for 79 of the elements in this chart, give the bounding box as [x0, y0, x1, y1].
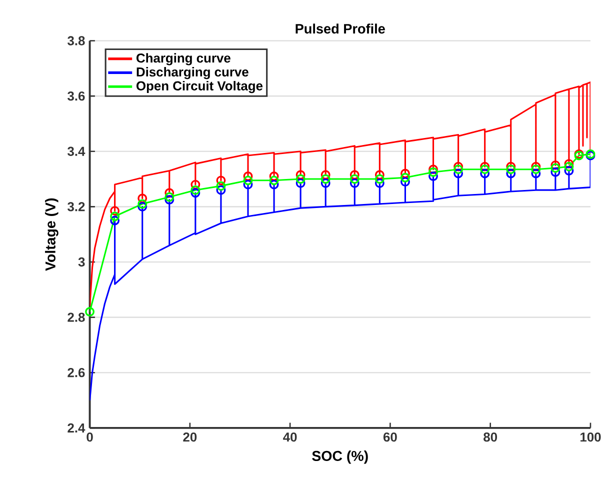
point — [216, 185, 226, 195]
point — [138, 202, 148, 212]
point — [531, 162, 541, 172]
legend-label: Open Circuit Voltage — [136, 80, 263, 93]
y-tick-label: 3.8 — [68, 36, 85, 46]
point — [110, 206, 120, 216]
point — [243, 176, 253, 186]
point — [428, 171, 438, 181]
point — [110, 212, 120, 222]
point — [454, 164, 464, 174]
point — [400, 168, 410, 178]
y-tick-label: 2.4 — [68, 423, 86, 432]
x-tick-label: 60 — [383, 432, 397, 442]
y-tick-label: 3 — [78, 257, 85, 266]
point — [374, 170, 384, 180]
line-series — [90, 81, 590, 307]
point — [550, 160, 560, 170]
point — [564, 159, 574, 168]
x-axis-title: SOC (%) — [312, 450, 368, 464]
point — [350, 174, 360, 184]
point — [374, 178, 384, 188]
point — [216, 176, 226, 186]
point — [428, 164, 438, 174]
point — [269, 180, 279, 190]
y-tick-label: 2.6 — [68, 368, 85, 378]
point — [506, 164, 516, 174]
point — [564, 166, 574, 176]
point — [506, 162, 516, 172]
point — [564, 162, 574, 172]
y-axis-title: Voltage (V) — [45, 198, 58, 271]
x-tick-label: 40 — [283, 432, 297, 442]
y-tick-label: 3.4 — [68, 146, 86, 156]
point — [138, 199, 148, 209]
point — [269, 171, 279, 181]
point — [480, 168, 490, 178]
point — [400, 176, 410, 186]
point — [296, 170, 306, 180]
point — [164, 194, 174, 204]
point — [350, 170, 360, 180]
chart-title: Pulsed Profile — [296, 24, 385, 34]
point — [164, 192, 174, 202]
point — [320, 170, 330, 180]
point — [320, 178, 330, 188]
point — [506, 168, 516, 178]
point — [531, 168, 541, 178]
point — [374, 174, 384, 184]
point — [190, 185, 200, 195]
legend-label: Discharging curve — [136, 66, 248, 80]
point — [480, 162, 490, 172]
point — [296, 174, 306, 184]
x-tick-label: 0 — [86, 432, 93, 442]
point — [243, 180, 253, 190]
point — [190, 180, 200, 190]
point — [454, 168, 464, 178]
point — [400, 172, 410, 182]
point — [480, 164, 490, 174]
y-tick-label: 3.2 — [68, 202, 85, 212]
point — [216, 181, 226, 191]
point — [550, 167, 560, 177]
legend-label: Charging curve — [136, 53, 230, 66]
point — [269, 176, 279, 186]
y-tick-label: 2.8 — [68, 312, 85, 322]
point — [85, 306, 94, 316]
point — [550, 163, 560, 173]
point — [190, 188, 200, 198]
point — [296, 178, 306, 188]
point — [164, 188, 174, 198]
x-tick-label: 20 — [183, 432, 197, 442]
point — [320, 174, 330, 184]
point — [138, 194, 148, 204]
point — [454, 162, 464, 172]
point — [531, 164, 541, 174]
point — [110, 216, 120, 226]
point — [428, 167, 438, 177]
y-tick-label: 3.6 — [68, 91, 85, 101]
point — [243, 171, 253, 181]
x-tick-label: 80 — [484, 432, 498, 442]
point — [350, 178, 360, 188]
x-tick-label: 100 — [580, 432, 601, 442]
